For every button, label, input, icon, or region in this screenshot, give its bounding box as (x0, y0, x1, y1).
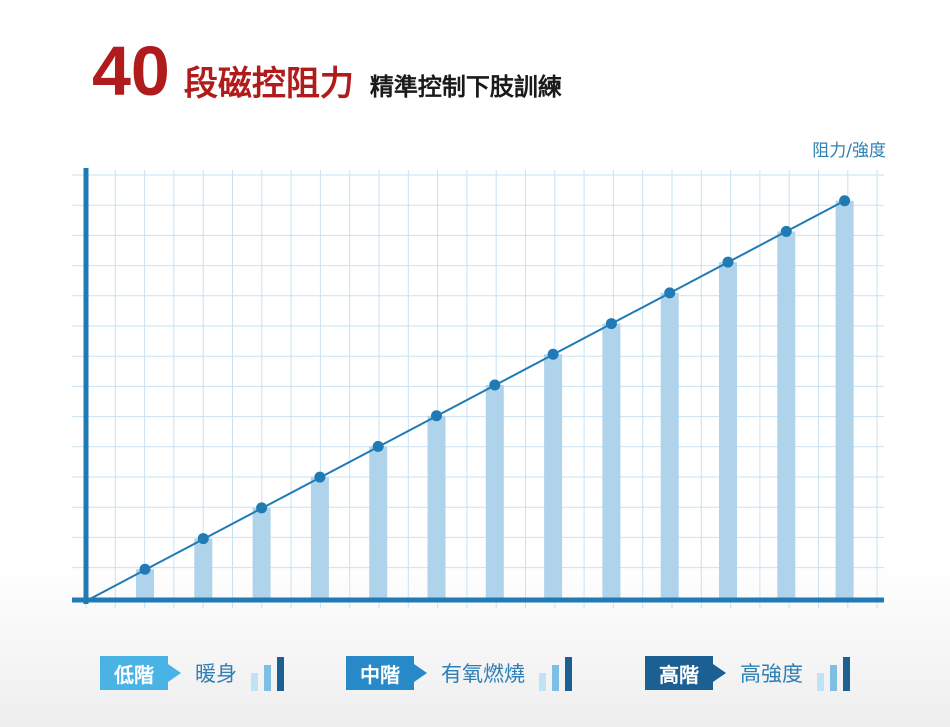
chart-point (197, 533, 209, 545)
chart-point (372, 440, 384, 452)
level-count: 40 (92, 32, 170, 110)
legend-high: 高階 高強度 (645, 655, 850, 691)
legend-high-level-icon (817, 655, 850, 691)
chart-bar (427, 415, 446, 600)
chart-point (547, 348, 559, 360)
legend-mid-tag: 中階 (346, 656, 414, 690)
chart-bar (602, 323, 621, 600)
chart-point (431, 410, 442, 422)
chart-bar (777, 231, 796, 600)
subtitle: 精準控制下肢訓練 (369, 73, 562, 101)
chart-bar (719, 262, 737, 600)
level-bar (251, 673, 258, 691)
level-bar (277, 657, 284, 691)
chart-point (139, 563, 151, 575)
chart-point (605, 318, 617, 330)
legend-mid-arrow-icon (414, 664, 427, 682)
chart-point (256, 502, 268, 514)
title-red: 段磁控阻力 (183, 64, 354, 104)
chart-bar (660, 292, 679, 600)
legend-low-tag: 低階 (100, 656, 168, 690)
legend-high-desc: 高強度 (740, 662, 803, 686)
chart-bar (835, 200, 854, 600)
legend-mid: 中階 有氧燃燒 (346, 655, 572, 691)
chart-bar (544, 354, 563, 600)
legend-low-desc: 暖身 (195, 662, 237, 686)
level-bar (843, 657, 850, 691)
chart-bar (485, 385, 504, 600)
level-bar (817, 673, 824, 691)
legend-mid-desc: 有氧燃燒 (441, 662, 525, 686)
chart-point (314, 471, 326, 483)
y-axis-label: 阻力/強度 (812, 141, 886, 161)
chart-bar (194, 538, 213, 600)
legend-low-arrow-icon (168, 664, 181, 682)
legend-high-tag: 高階 (645, 656, 713, 690)
chart-point (780, 225, 792, 237)
chart-point (489, 379, 501, 391)
legend-high-arrow-icon (713, 664, 726, 682)
level-bar (539, 673, 546, 691)
level-bar (565, 657, 572, 691)
level-bar (264, 665, 271, 691)
legend-low-level-icon (251, 655, 284, 691)
trend-line (87, 199, 846, 601)
chart-bar (310, 477, 329, 600)
level-bar (830, 665, 837, 691)
title: 40 段磁控阻力 精準控制下肢訓練 (92, 36, 562, 116)
chart-bar (136, 569, 154, 600)
legend-low: 低階 暖身 (100, 655, 284, 691)
legend-mid-level-icon (539, 655, 572, 691)
chart-bar (252, 507, 271, 600)
chart-point (722, 256, 734, 268)
chart-point (664, 287, 676, 299)
chart-point (839, 195, 851, 207)
level-bar (552, 665, 559, 691)
chart-bar (369, 446, 388, 600)
